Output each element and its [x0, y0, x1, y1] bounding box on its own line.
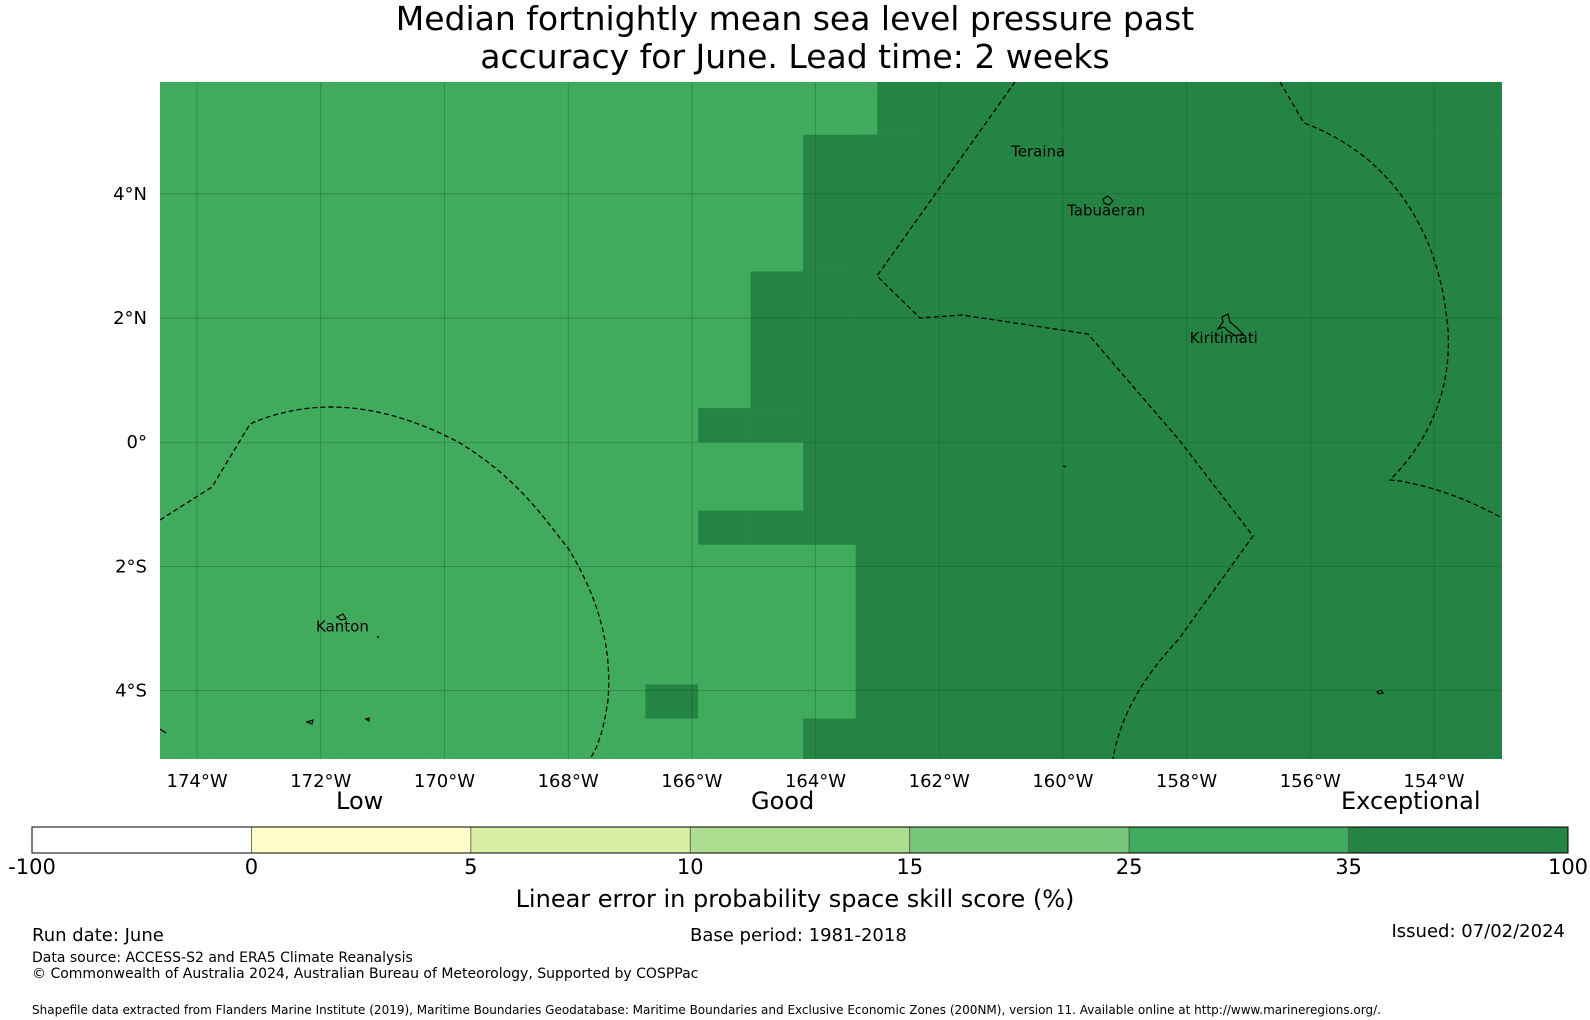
lon-tick-label: 172°W — [290, 771, 351, 792]
coastlines — [160, 195, 1384, 734]
copyright: © Commonwealth of Australia 2024, Austra… — [32, 966, 699, 982]
colorbar-tick-label: 35 — [1335, 855, 1362, 879]
place-label-kanton: Kanton — [316, 618, 369, 636]
place-label-tabuaeran: Tabuaeran — [1066, 202, 1145, 220]
map-plot-area: Teraina Tabuaeran Kiritimati Kanton — [160, 82, 1502, 759]
lat-tick-label: 2°S — [115, 556, 147, 577]
exceptional-skill-cell — [698, 510, 751, 545]
exceptional-skill-cell — [645, 684, 699, 719]
exceptional-skill-region — [645, 82, 1502, 759]
lon-tick-label: 160°W — [1032, 771, 1093, 792]
colorbar-frame — [31, 826, 1569, 854]
graticule — [160, 82, 1502, 759]
exceptional-skill-cell — [803, 271, 856, 545]
colorbar-tick-label: 25 — [1115, 855, 1143, 879]
lat-tick-label: 4°N — [113, 184, 147, 205]
issued-date: Issued: 07/02/2024 — [1391, 921, 1565, 942]
axis-tick-labels: 174°W 172°W 170°W 168°W 166°W 164°W 162°W 160°W… — [113, 184, 1465, 792]
lon-tick-label: 164°W — [785, 771, 846, 792]
lon-tick-label: 158°W — [1156, 771, 1217, 792]
exceptional-skill-cell — [803, 718, 856, 759]
islet-outline — [1375, 689, 1384, 695]
colorbar-bin — [1348, 826, 1569, 854]
colorbar-label: Linear error in probability space skill … — [515, 885, 1075, 913]
colorbar-bin — [1128, 826, 1349, 854]
exceptional-skill-cell — [877, 82, 1502, 135]
lon-tick-label: 168°W — [538, 771, 599, 792]
lon-tick-label: 156°W — [1280, 771, 1341, 792]
lon-tick-label: 162°W — [909, 771, 970, 792]
lat-tick-label: 4°S — [115, 681, 147, 702]
data-source: Data source: ACCESS-S2 and ERA5 Climate … — [32, 950, 413, 966]
exceptional-skill-cell — [750, 271, 804, 409]
islet-outline — [364, 717, 370, 723]
tabuaeran-island-outline — [1102, 195, 1114, 206]
colorbar-category-good: Good — [751, 787, 815, 815]
lon-tick-label: 170°W — [414, 771, 475, 792]
place-label-teraina: Teraina — [1010, 143, 1065, 161]
lat-tick-label: 0° — [127, 432, 147, 453]
lon-tick-label: 154°W — [1403, 771, 1464, 792]
colorbar-bin — [470, 826, 691, 854]
chart-title: Median fortnightly mean sea level pressu… — [0, 0, 1590, 76]
colorbar-tick-label: 10 — [676, 855, 704, 879]
kiritimati-island-outline — [1216, 313, 1245, 337]
lon-tick-label: 166°W — [661, 771, 722, 792]
islet-outline — [160, 728, 167, 734]
exceptional-skill-cell — [855, 134, 1502, 759]
lat-tick-label: 2°N — [113, 308, 147, 329]
lon-tick-label: 174°W — [167, 771, 228, 792]
eez-boundary-line-islands-east — [1279, 82, 1502, 519]
shapefile-credit: Shapefile data extracted from Flanders M… — [32, 1003, 1381, 1017]
eez-boundary-kanton — [160, 406, 610, 759]
colorbar-category-exceptional: Exceptional — [1341, 787, 1481, 815]
colorbar-tick-label: 5 — [464, 855, 478, 879]
eez-boundaries — [160, 82, 1502, 759]
colorbar-bin — [251, 826, 472, 854]
colorbar-tick-label: 0 — [244, 855, 259, 879]
islet-outline — [1062, 465, 1067, 468]
run-date: Run date: June — [32, 925, 164, 946]
colorbar — [31, 826, 1569, 854]
colorbar-tick-label: -100 — [8, 855, 56, 879]
eez-boundary-line-islands-west — [876, 82, 1254, 759]
good-skill-cell — [750, 442, 804, 511]
title-line-1: Median fortnightly mean sea level pressu… — [395, 0, 1195, 38]
exceptional-skill-cell — [698, 408, 751, 443]
islet-outline — [376, 635, 380, 639]
kanton-island-outline — [335, 613, 347, 621]
colorbar-category-low: Low — [336, 787, 384, 815]
colorbar-bin — [909, 826, 1130, 854]
colorbar-bin — [689, 826, 911, 854]
title-line-2: accuracy for June. Lead time: 2 weeks — [480, 37, 1110, 76]
colorbar-tick-label: 100 — [1547, 855, 1589, 879]
place-labels: Teraina Tabuaeran Kiritimati Kanton — [316, 143, 1258, 636]
base-period: Base period: 1981-2018 — [690, 925, 907, 946]
colorbar-bin — [31, 826, 252, 854]
islet-outline — [305, 719, 314, 725]
place-label-kiritimati: Kiritimati — [1190, 329, 1258, 347]
colorbar-tick-label: 15 — [896, 855, 924, 879]
